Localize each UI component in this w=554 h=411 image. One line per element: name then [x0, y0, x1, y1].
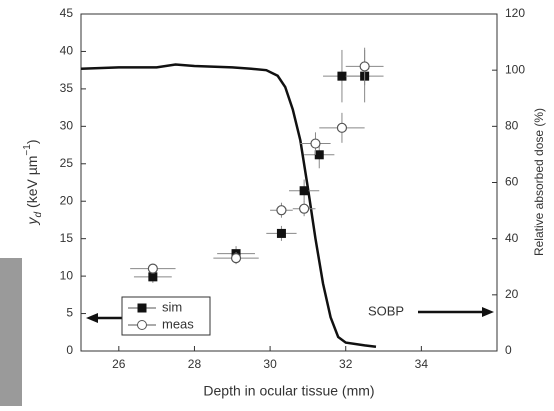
- y2-tick-label: 120: [505, 6, 525, 20]
- legend-marker: [137, 320, 147, 330]
- y2-tick-label: 0: [505, 343, 512, 357]
- point: [299, 186, 309, 196]
- y-tick-label: 0: [66, 343, 73, 357]
- y-label-subscript: d: [33, 212, 44, 218]
- annotation: SOBP: [368, 303, 404, 318]
- point: [359, 61, 370, 72]
- y-tick-label: 25: [60, 156, 74, 170]
- y-label-close: ): [24, 139, 40, 144]
- y2-tick-label: 100: [505, 62, 525, 76]
- photo-fragment: [0, 258, 22, 406]
- y2-axis-label: Relative absorbed dose (%): [532, 108, 546, 256]
- y-tick-label: 40: [60, 44, 74, 58]
- y2-tick-label: 40: [505, 231, 519, 245]
- y-tick-label: 5: [66, 306, 73, 320]
- y-tick-label: 35: [60, 81, 74, 95]
- point: [276, 228, 286, 238]
- left-arrowhead: [86, 313, 98, 323]
- point: [337, 71, 347, 81]
- annotation-arrowhead: [482, 307, 494, 317]
- x-tick-label: 28: [188, 357, 202, 371]
- point: [299, 203, 310, 214]
- x-tick-label: 30: [263, 357, 277, 371]
- y-label-unit: (keV µm: [24, 156, 40, 208]
- y2-tick-label: 20: [505, 287, 519, 301]
- point: [147, 263, 158, 274]
- point: [336, 122, 348, 133]
- point: [276, 205, 287, 216]
- y-tick-label: 20: [60, 193, 74, 207]
- legend-marker: [137, 303, 147, 313]
- y2-tick-label: 60: [505, 175, 519, 189]
- x-tick-label: 34: [415, 357, 429, 371]
- legend-label: sim: [162, 299, 182, 314]
- y-tick-label: 10: [60, 268, 74, 282]
- point: [310, 138, 321, 149]
- legend-box: [121, 296, 211, 336]
- y-tick-label: 45: [60, 6, 74, 20]
- point: [148, 272, 158, 282]
- y-label-exponent: −1: [22, 144, 33, 156]
- point: [314, 150, 324, 160]
- y-label-symbol: y: [24, 217, 40, 226]
- y-tick-label: 30: [60, 119, 74, 133]
- point: [230, 253, 242, 264]
- y2-tick-label: 80: [505, 119, 519, 133]
- dose-curve: [80, 63, 377, 349]
- x-tick-label: 32: [339, 357, 353, 371]
- y-tick-label: 15: [60, 231, 74, 245]
- y-axis-label: yd (keV µm−1): [22, 139, 44, 225]
- x-tick-label: 26: [112, 357, 126, 371]
- legend-label: meas: [162, 316, 194, 331]
- x-axis-label: Depth in ocular tissue (mm): [203, 383, 374, 399]
